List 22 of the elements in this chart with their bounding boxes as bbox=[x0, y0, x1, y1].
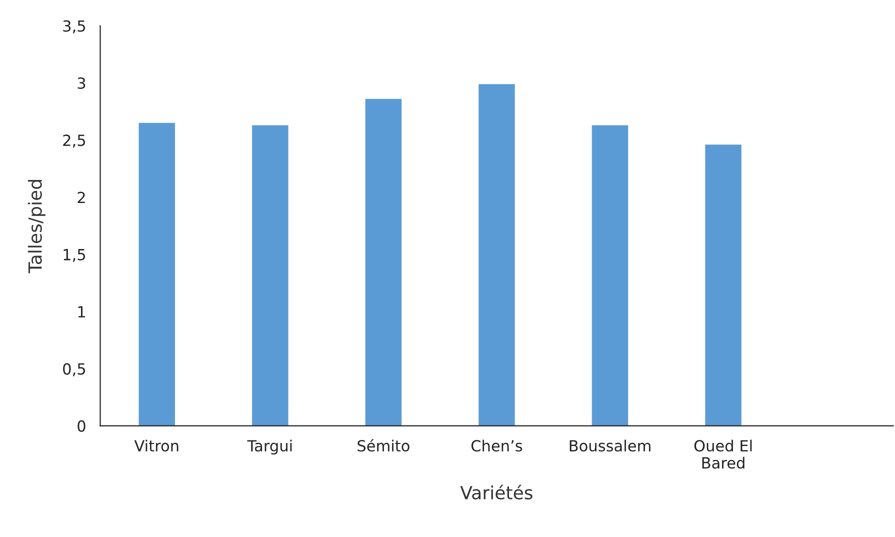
bar bbox=[478, 84, 515, 426]
y-tick-label: 0,5 bbox=[63, 363, 86, 376]
bar bbox=[138, 122, 176, 426]
bar bbox=[252, 125, 288, 426]
x-tick-label: Vitron bbox=[134, 440, 178, 452]
y-axis-title: Talles/pied bbox=[28, 180, 46, 274]
bar bbox=[705, 144, 742, 426]
y-tick-label: 2,5 bbox=[63, 134, 86, 148]
x-axis-title: Variétés bbox=[460, 484, 532, 500]
y-tick-label: 3,5 bbox=[63, 20, 86, 34]
bar bbox=[592, 125, 628, 426]
x-tick-label: Sémito bbox=[358, 439, 410, 452]
y-tick-label: 1 bbox=[78, 306, 85, 318]
x-tick-label: Targui bbox=[247, 440, 292, 455]
bar bbox=[365, 98, 402, 426]
y-tick-label: 2 bbox=[78, 192, 85, 204]
y-tick-label: 1,5 bbox=[64, 249, 86, 262]
y-tick-label: 3 bbox=[78, 77, 86, 89]
x-tick-label: Chen’s bbox=[471, 440, 522, 452]
x-tick-label: Oued El Bared bbox=[694, 440, 752, 469]
y-tick-label: 0 bbox=[78, 420, 86, 432]
x-tick-label: Boussalem bbox=[570, 440, 650, 452]
